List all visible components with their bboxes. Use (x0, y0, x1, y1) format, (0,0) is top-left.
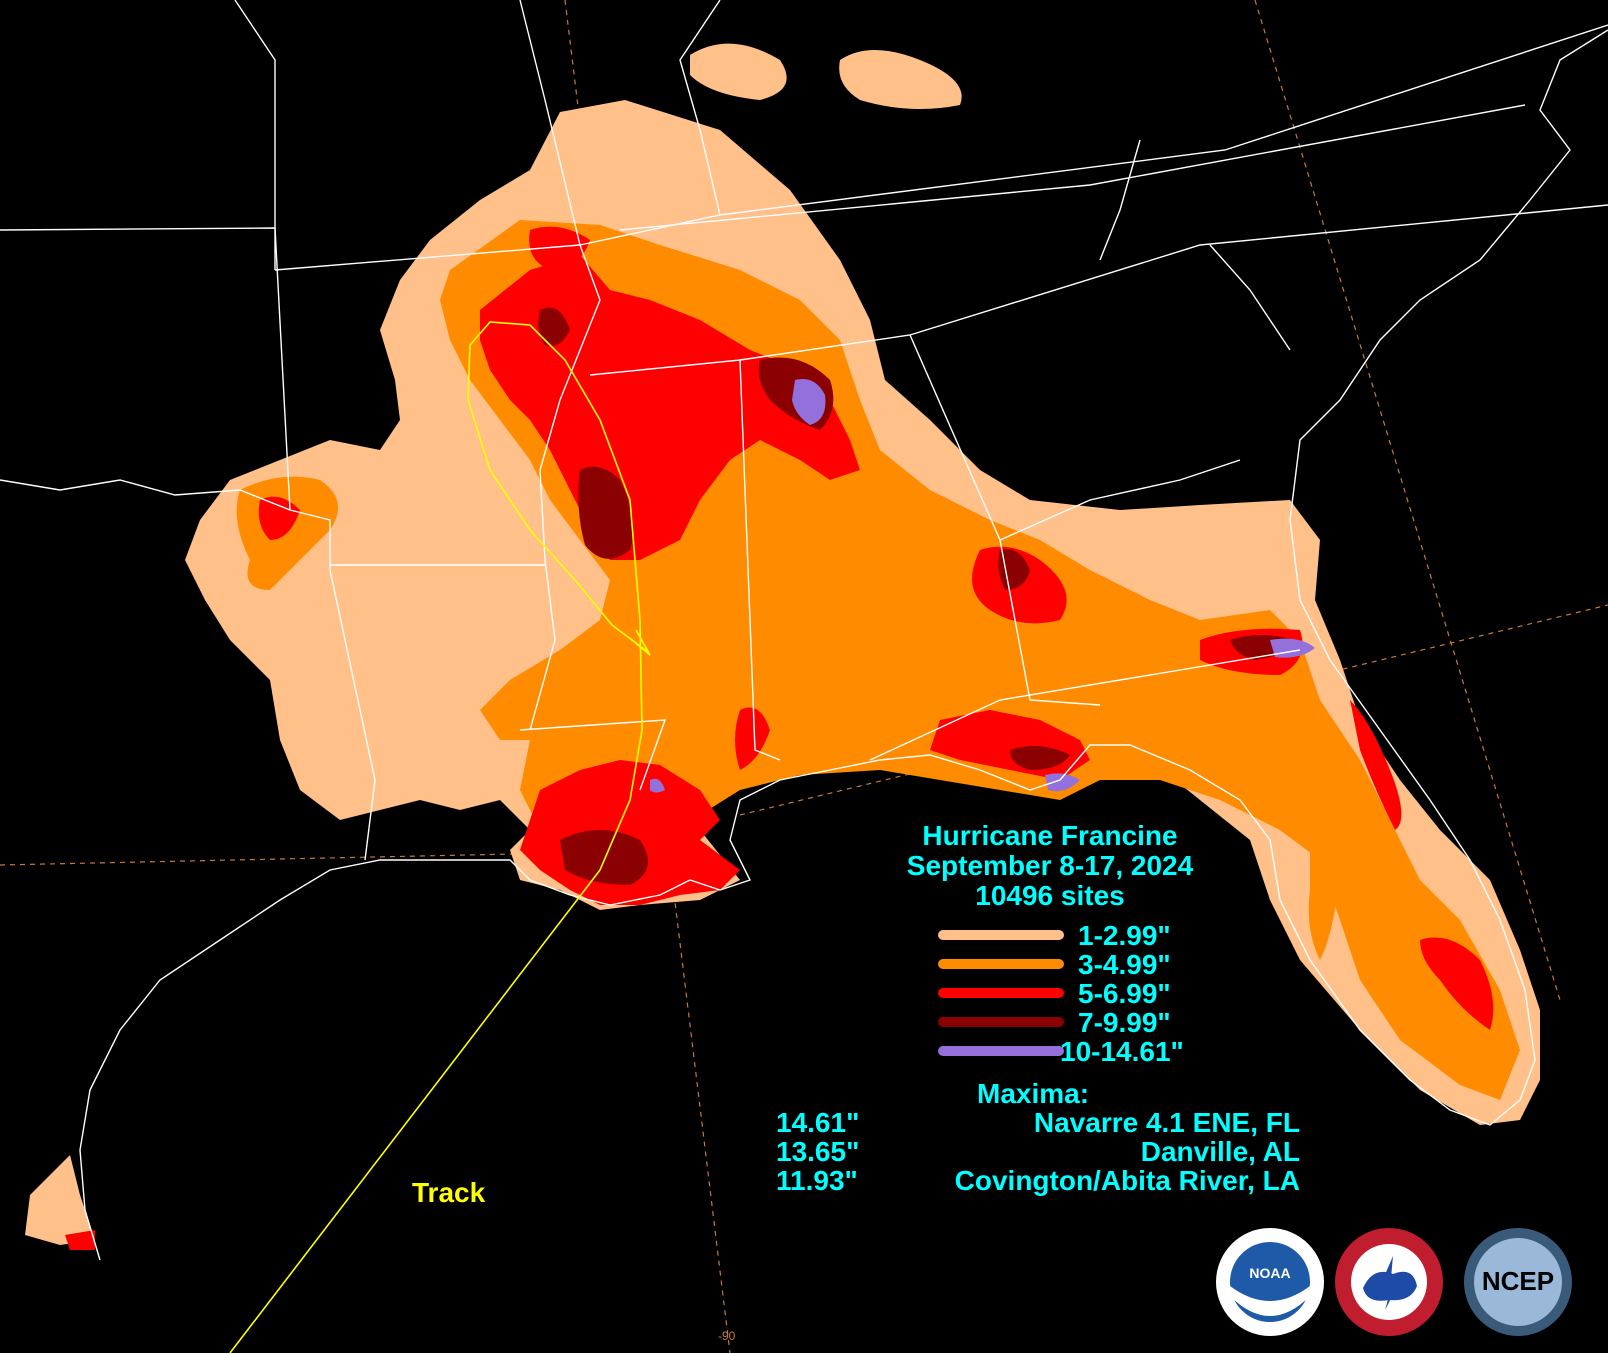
rainfall-5-7in-area (65, 226, 1494, 1250)
ncep-logo: NCEP (1464, 1228, 1572, 1336)
legend-swatch (938, 1017, 1064, 1027)
maxima-value-2: 13.65" (776, 1136, 860, 1167)
site-count: 10496 sites (975, 880, 1125, 911)
legend-label: 10-14.61" (1060, 1036, 1184, 1067)
track-label: Track (412, 1177, 486, 1208)
legend-swatch (938, 988, 1064, 998)
legend-label: 3-4.99" (1078, 949, 1171, 980)
longitude-label: -90 (718, 1329, 736, 1343)
maxima-site-1: Navarre 4.1 ENE, FL (1033, 1107, 1300, 1138)
maxima-value-1: 14.61" (776, 1107, 860, 1138)
rainfall-7-10in-area (538, 307, 1295, 885)
maxima-heading: Maxima: (977, 1078, 1090, 1109)
maxima-site-3: Covington/Abita River, LA (954, 1165, 1300, 1196)
coastline (79, 29, 1608, 1261)
svg-text:NOAA: NOAA (1249, 1265, 1290, 1281)
svg-text:NCEP: NCEP (1482, 1266, 1554, 1296)
map-title: Hurricane Francine (922, 820, 1178, 851)
date-range: September 8-17, 2024 (906, 850, 1194, 881)
legend-label: 5-6.99" (1078, 978, 1171, 1009)
track-arrow-icon (631, 629, 651, 656)
legend-swatch (938, 930, 1064, 940)
legend-swatch (938, 959, 1064, 969)
legend-label: 7-9.99" (1078, 1007, 1171, 1038)
maxima-value-3: 11.93" (776, 1165, 858, 1196)
maxima-site-2: Danville, AL (1140, 1136, 1300, 1167)
noaa-logo: NOAA (1216, 1228, 1324, 1336)
state-boundaries (0, 0, 1608, 861)
legend-swatch (938, 1046, 1064, 1056)
legend-label: 1-2.99" (1078, 920, 1171, 951)
hurricane-track (229, 321, 649, 1353)
nws-logo (1335, 1228, 1443, 1336)
